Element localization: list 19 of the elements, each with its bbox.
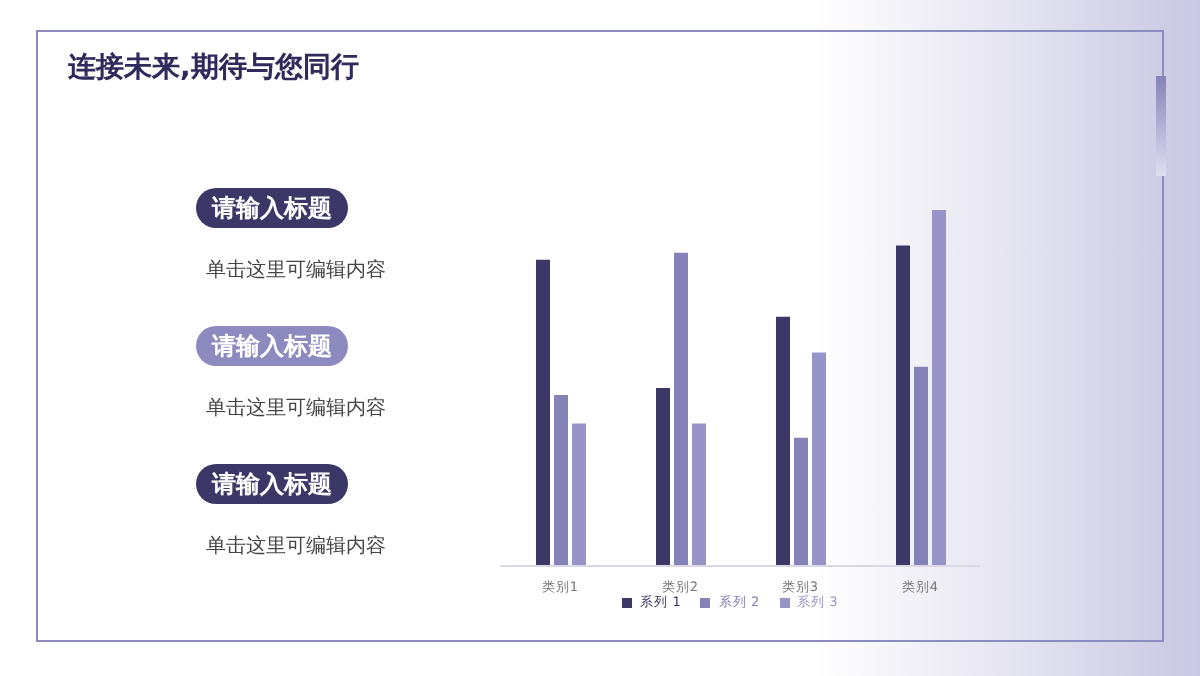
bar — [572, 423, 586, 566]
bar — [692, 423, 706, 566]
text: 请输入标题 — [196, 326, 348, 366]
bar — [656, 388, 670, 566]
bar — [896, 245, 910, 566]
bar — [914, 366, 928, 566]
bar — [932, 210, 946, 566]
text: 单击这里可编辑内容 — [206, 533, 386, 560]
text: 单击这里可编辑内容 — [206, 257, 386, 284]
text: 请输入标题 — [196, 464, 348, 504]
bar — [794, 437, 808, 566]
bar — [812, 352, 826, 566]
bar — [776, 316, 790, 566]
bar — [536, 259, 550, 566]
bar — [554, 395, 568, 566]
bar — [674, 252, 688, 566]
text: 请输入标题 — [196, 188, 348, 228]
text: 连接未来,期待与您同行 — [68, 50, 359, 86]
text: 单击这里可编辑内容 — [206, 395, 386, 422]
